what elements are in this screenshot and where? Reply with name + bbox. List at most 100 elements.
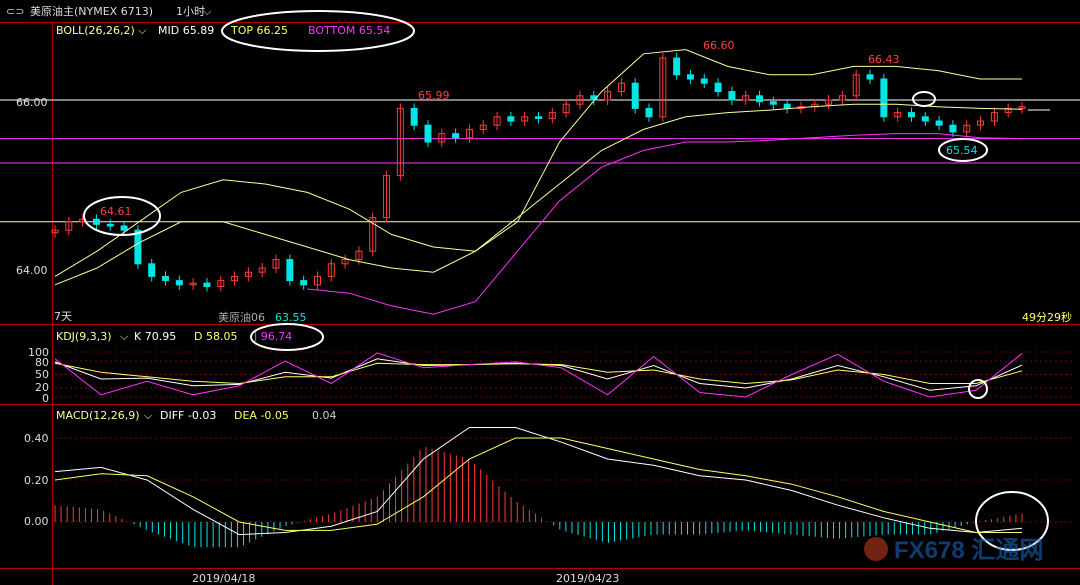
candle-body (410, 107, 418, 126)
candle-body (244, 271, 252, 277)
candle-body (134, 229, 142, 265)
boll-bottom: BOTTOM 65.54 (308, 24, 390, 37)
y-tick-50: 50 (35, 368, 49, 381)
candle-body (617, 82, 625, 93)
candle-body (438, 133, 446, 143)
candle-body (424, 124, 432, 143)
candle-body (576, 95, 584, 105)
candle-body (148, 263, 156, 277)
countdown-label: 49分29秒 (1022, 310, 1072, 324)
candle-body (479, 124, 487, 130)
candle-body (355, 250, 363, 261)
candle-body (825, 99, 833, 105)
candle-body (686, 74, 694, 80)
annotation-circle (938, 138, 988, 162)
candle-body (272, 259, 280, 269)
boll-mid: MID 65.89 (158, 24, 214, 37)
annotation-circle (975, 491, 1049, 551)
y-tick-64: 64.00 (16, 264, 48, 277)
price-annotations: 64.61 65.99 66.60 66.43 63.55 65.54 7天 美… (54, 39, 1072, 324)
header-bar: ⊂⊃ 美原油主(NYMEX 6713) 1小时 ⌵ (6, 4, 212, 18)
candle-body (935, 120, 943, 126)
y-tick-040: 0.40 (24, 432, 49, 445)
candle-body (327, 263, 335, 277)
candle-body (659, 57, 667, 118)
candle-body (631, 82, 639, 109)
candle-body (465, 128, 473, 139)
x-tick-label: 2019/04/18 (192, 572, 255, 585)
kdj-d-line (54, 362, 1023, 385)
chevron-down-icon[interactable]: ⌵ (203, 5, 212, 18)
kdj-j-line (54, 352, 1023, 398)
kdj-d: D 58.05 (194, 330, 237, 343)
y-tick-80: 80 (35, 356, 49, 369)
candle-body (977, 120, 985, 126)
macd-dea: DEA -0.05 (234, 409, 289, 422)
peak-label: 65.99 (418, 89, 450, 102)
candle-body (162, 275, 170, 282)
back-arrow-icon[interactable]: ⊂⊃ (6, 5, 24, 18)
candle-body (742, 95, 750, 101)
candle-body (714, 82, 722, 93)
macd-legend: MACD(12,26,9) ⌵ DIFF -0.03 DEA -0.05 0.0… (24, 409, 1049, 551)
candle-body (548, 112, 556, 119)
candle-body (963, 124, 971, 133)
candle-body (645, 107, 653, 118)
candle-body (203, 282, 211, 287)
annotation-circle (250, 323, 324, 351)
annotation-circle (912, 91, 936, 107)
candle-body (562, 103, 570, 114)
candle-body (369, 217, 377, 252)
candle-body (217, 280, 225, 287)
annotation-circle (221, 10, 415, 52)
candle-body (396, 107, 404, 177)
candle-body (258, 267, 266, 273)
candle-body (1018, 106, 1026, 109)
candle-body (783, 103, 791, 109)
price-horizontal-lines (0, 99, 1080, 223)
candle-body (507, 116, 515, 122)
boll-label[interactable]: BOLL(26,26,2) (56, 24, 135, 37)
candle-body (286, 259, 294, 282)
logo-text: FX678 汇通网 (894, 537, 1043, 564)
candle-body (452, 133, 460, 139)
y-tick-000: 0.00 (24, 515, 49, 528)
candle-body (313, 275, 321, 286)
candle-body (189, 282, 197, 286)
candle-body (852, 74, 860, 97)
macd-diff: DIFF -0.03 (160, 409, 216, 422)
chevron-down-icon[interactable]: ⌵ (144, 409, 153, 422)
candle-body (92, 218, 100, 225)
candle-body (756, 95, 764, 103)
candle-body (880, 78, 888, 118)
candle-body (921, 116, 929, 122)
candle-body (120, 225, 128, 231)
kdj-label[interactable]: KDJ(9,3,3) (56, 330, 112, 343)
chevron-down-icon[interactable]: ⌵ (138, 24, 147, 37)
boll-bands (54, 49, 1023, 315)
candle-body (866, 74, 874, 80)
candle-body (838, 95, 846, 101)
trough-label: 65.54 (946, 144, 978, 157)
boll-top: TOP 66.25 (230, 24, 288, 37)
logo-icon (864, 537, 888, 561)
candle-body (728, 91, 736, 101)
annotation-circle (83, 196, 161, 236)
instrument-title: 美原油主(NYMEX 6713) (30, 4, 153, 18)
candle-body (383, 175, 391, 219)
interval-select[interactable]: 1小时 (176, 5, 205, 18)
boll-bottom-line (307, 133, 1023, 315)
kdj-j: J 96.74 (253, 330, 292, 343)
panel-frames (0, 22, 1080, 585)
boll-legend: BOLL(26,26,2) ⌵ MID 65.89 TOP 66.25 BOTT… (56, 10, 415, 52)
macd-label[interactable]: MACD(12,26,9) (56, 409, 140, 422)
x-tick-label: 2019/04/23 (556, 572, 619, 585)
chevron-down-icon[interactable]: ⌵ (120, 330, 129, 343)
candle-body (493, 116, 501, 126)
macd-lines (54, 427, 1023, 536)
boll-top-line (54, 49, 1022, 277)
candle-body (604, 91, 612, 101)
macd-diff-line (54, 427, 1023, 536)
y-tick-20: 20 (35, 381, 49, 394)
